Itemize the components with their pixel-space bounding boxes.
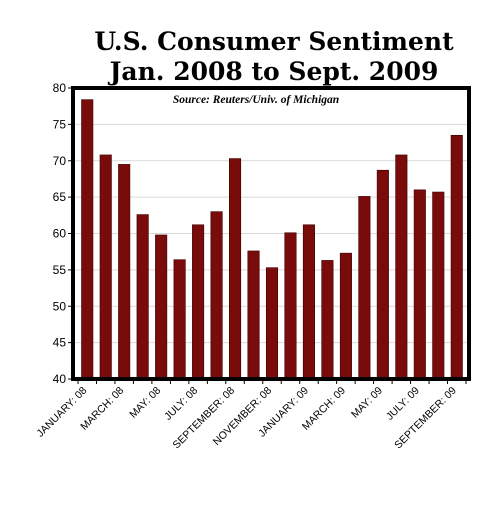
y-tick-label: 80 — [53, 81, 67, 95]
bar — [210, 211, 223, 380]
x-tick-label: MAY: 09 — [349, 385, 385, 421]
x-tick-label: JANUARY: 08 — [34, 385, 89, 440]
bar — [192, 224, 205, 380]
bar — [265, 267, 279, 380]
y-tick-label: 45 — [53, 336, 67, 350]
chart-title-line-2: Jan. 2008 to Sept. 2009 — [108, 57, 439, 86]
y-tick-label: 70 — [53, 154, 67, 168]
y-tick-label: 65 — [53, 190, 67, 204]
bar — [155, 234, 168, 380]
bar — [450, 134, 463, 380]
bar — [118, 164, 131, 380]
x-tick-label: JULY: 08 — [162, 385, 200, 423]
bar — [136, 214, 149, 380]
y-tick-label: 40 — [53, 372, 67, 386]
y-tick-label: 50 — [53, 299, 67, 313]
bar — [395, 154, 408, 380]
source-note: Source: Reuters/Univ. of Michigan — [173, 94, 339, 106]
plot-frame — [71, 86, 471, 381]
bar — [284, 232, 297, 380]
bar — [81, 99, 94, 380]
y-tick-label: 55 — [53, 263, 67, 277]
bar — [99, 154, 112, 380]
bar — [229, 158, 242, 380]
bar — [247, 250, 260, 380]
bar — [358, 196, 371, 380]
y-tick-label: 60 — [53, 227, 67, 241]
bar — [339, 252, 352, 380]
x-tick-label: MAY: 08 — [127, 385, 163, 421]
bar — [413, 189, 426, 380]
bar — [432, 191, 445, 380]
y-tick-label: 75 — [53, 117, 67, 131]
bar — [173, 259, 186, 380]
bar — [321, 260, 334, 380]
bar — [376, 169, 389, 380]
x-tick-label: JULY: 09 — [384, 385, 422, 423]
bar — [302, 224, 315, 380]
chart-title-line-1: U.S. Consumer Sentiment — [94, 27, 454, 56]
